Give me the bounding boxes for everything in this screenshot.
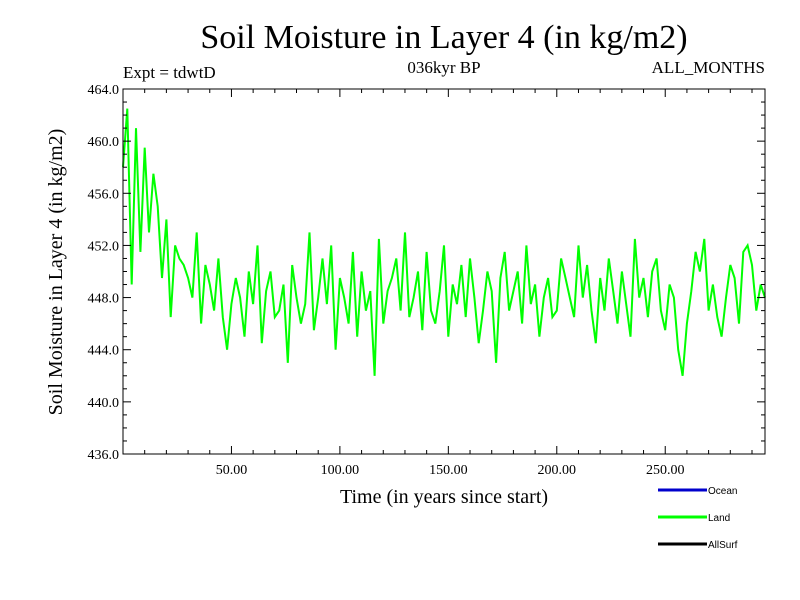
y-tick-label: 460.0 xyxy=(88,135,120,150)
y-tick-label: 464.0 xyxy=(88,83,120,98)
x-tick-label: 150.00 xyxy=(429,463,468,478)
legend-label-land: Land xyxy=(708,513,730,524)
experiment-label: Expt = tdwtD xyxy=(123,63,216,82)
y-tick-label: 444.0 xyxy=(88,344,120,359)
series-line-land xyxy=(122,108,766,376)
y-tick-label: 456.0 xyxy=(88,187,120,202)
legend-label-ocean: Ocean xyxy=(708,486,737,497)
legend: Ocean Land AllSurf xyxy=(658,486,738,551)
months-label: ALL_MONTHS xyxy=(652,58,765,77)
y-tick-label: 452.0 xyxy=(88,239,120,254)
x-tick-label: 50.00 xyxy=(216,463,248,478)
y-tick-label: 440.0 xyxy=(88,396,120,411)
chart-title: Soil Moisture in Layer 4 (in kg/m2) xyxy=(200,19,687,56)
y-tick-label: 436.0 xyxy=(88,448,120,463)
y-axis-label: Soil Moisture in Layer 4 (in kg/m2) xyxy=(45,129,67,416)
axes: 50.00 100.00 150.00 200.00 250.00 436.0 440.0 4… xyxy=(88,83,766,478)
x-tick-label: 200.00 xyxy=(538,463,577,478)
x-axis-label: Time (in years since start) xyxy=(340,486,548,508)
chart-subtitle: 036kyr BP xyxy=(407,58,480,77)
x-tick-label: 100.00 xyxy=(321,463,360,478)
legend-label-allsurf: AllSurf xyxy=(708,540,738,551)
plot-area xyxy=(122,108,766,376)
x-tick-label: 250.00 xyxy=(646,463,685,478)
y-tick-label: 448.0 xyxy=(88,292,120,307)
